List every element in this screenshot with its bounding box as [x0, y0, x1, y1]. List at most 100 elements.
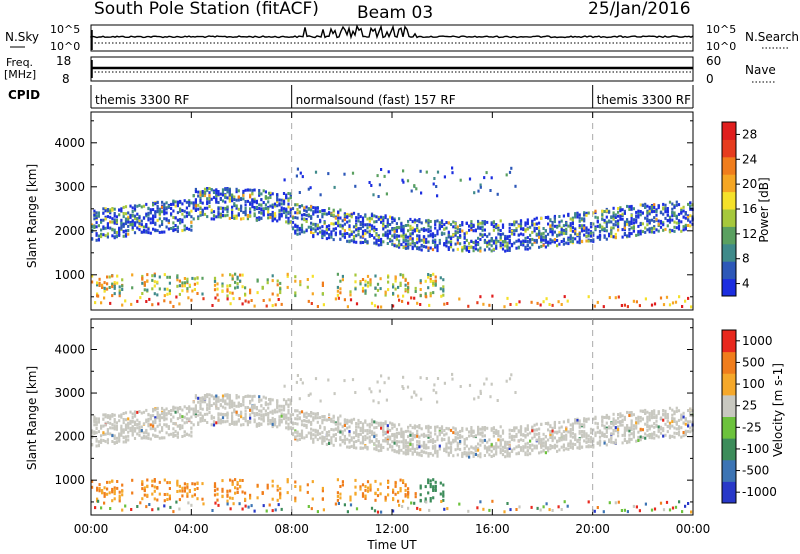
- power-cell: [239, 279, 242, 283]
- power-cell: [166, 287, 169, 291]
- power-cell: [216, 287, 219, 291]
- velocity-cell: [185, 417, 188, 421]
- velocity-cell: [587, 434, 590, 438]
- velocity-cell: [166, 492, 169, 496]
- velocity-cell: [422, 450, 426, 454]
- velocity-cell: [497, 430, 500, 434]
- velocity-cell: [296, 422, 299, 426]
- velocity-cell: [526, 449, 529, 453]
- power-cell: [325, 237, 328, 241]
- power-cell: [558, 224, 561, 228]
- velocity-cell: [644, 411, 647, 415]
- power-cell: [224, 194, 227, 197]
- power-cell: [440, 221, 444, 225]
- power-cell: [244, 200, 247, 203]
- power-cell: [339, 291, 342, 295]
- velocity-cell: [219, 404, 222, 408]
- velocity-cell: [628, 437, 631, 441]
- velocity-cell: [639, 416, 642, 419]
- velocity-cell: [592, 428, 595, 432]
- velocity-cell: [298, 438, 301, 441]
- velocity-cell: [571, 422, 574, 426]
- velocity-cell: [153, 497, 156, 501]
- power-cell: [109, 220, 112, 224]
- velocity-cell: [407, 429, 410, 433]
- power-cell: [687, 218, 690, 222]
- velocity-cell: [549, 447, 552, 451]
- velocity-cell: [409, 423, 412, 427]
- power-cell: [229, 273, 232, 277]
- velocity-cell: [361, 440, 365, 444]
- power-cell: [558, 231, 561, 235]
- velocity-cell: [194, 394, 197, 398]
- power-cell: [522, 233, 525, 237]
- power-cell: [296, 228, 299, 232]
- velocity-cell: [181, 424, 184, 428]
- velocity-cell: [479, 432, 482, 436]
- velocity-cell: [533, 446, 536, 450]
- velocity-cell: [212, 402, 216, 406]
- power-cell: [240, 206, 243, 209]
- power-cell: [445, 226, 448, 230]
- power-cell: [614, 232, 617, 236]
- velocity-cell: [517, 439, 520, 443]
- velocity-cell: [319, 436, 322, 440]
- power-cell: [221, 191, 225, 195]
- velocity-cell: [361, 438, 365, 441]
- power-cell: [316, 305, 319, 308]
- velocity-cell: [118, 414, 121, 418]
- power-cell: [592, 231, 595, 235]
- colorbar-swatch: [722, 139, 736, 158]
- power-cell: [131, 286, 134, 290]
- power-cell: [395, 229, 398, 233]
- power-cell: [366, 230, 369, 234]
- velocity-cell: [199, 405, 202, 409]
- power-cell: [392, 304, 395, 308]
- power-cell: [168, 292, 171, 296]
- power-cell: [411, 231, 414, 235]
- power-cell: [278, 213, 281, 217]
- velocity-cell: [235, 422, 238, 426]
- power-cell: [637, 214, 640, 218]
- velocity-cell: [486, 440, 489, 444]
- power-cell: [547, 240, 550, 244]
- velocity-cell: [239, 484, 242, 488]
- power-cell: [612, 213, 615, 217]
- velocity-cell: [217, 407, 220, 411]
- velocity-cell: [680, 435, 683, 439]
- power-cell: [664, 216, 667, 220]
- power-cell: [113, 214, 116, 218]
- velocity-cell: [650, 432, 654, 436]
- power-cell: [172, 305, 175, 308]
- velocity-cell: [506, 440, 509, 444]
- power-cell: [246, 217, 249, 221]
- velocity-cell: [567, 442, 570, 446]
- nsky-trace: [90, 24, 694, 50]
- power-cell: [242, 194, 245, 197]
- power-cell: [136, 220, 139, 224]
- power-cell: [380, 217, 383, 221]
- colorbar-swatch: [722, 243, 736, 262]
- power-cell: [505, 173, 508, 177]
- power-cell: [680, 208, 683, 212]
- power-cell: [477, 241, 480, 245]
- power-cell: [183, 228, 186, 232]
- power-cell: [228, 193, 231, 197]
- power-cell: [375, 241, 378, 245]
- power-cell: [501, 243, 505, 247]
- power-cell: [497, 226, 500, 230]
- power-cell: [538, 233, 541, 237]
- velocity-cell: [213, 485, 217, 489]
- power-cell: [504, 244, 507, 248]
- power-cell: [499, 229, 502, 232]
- power-cell: [404, 246, 407, 250]
- y-tick-label: 3000: [54, 180, 85, 194]
- power-cell: [373, 236, 376, 240]
- velocity-cell: [282, 413, 286, 417]
- velocity-cell: [271, 411, 274, 415]
- velocity-cell: [533, 435, 536, 439]
- velocity-cell: [630, 437, 633, 441]
- power-cell: [332, 208, 335, 212]
- power-cell: [682, 205, 685, 209]
- power-cell: [612, 211, 615, 215]
